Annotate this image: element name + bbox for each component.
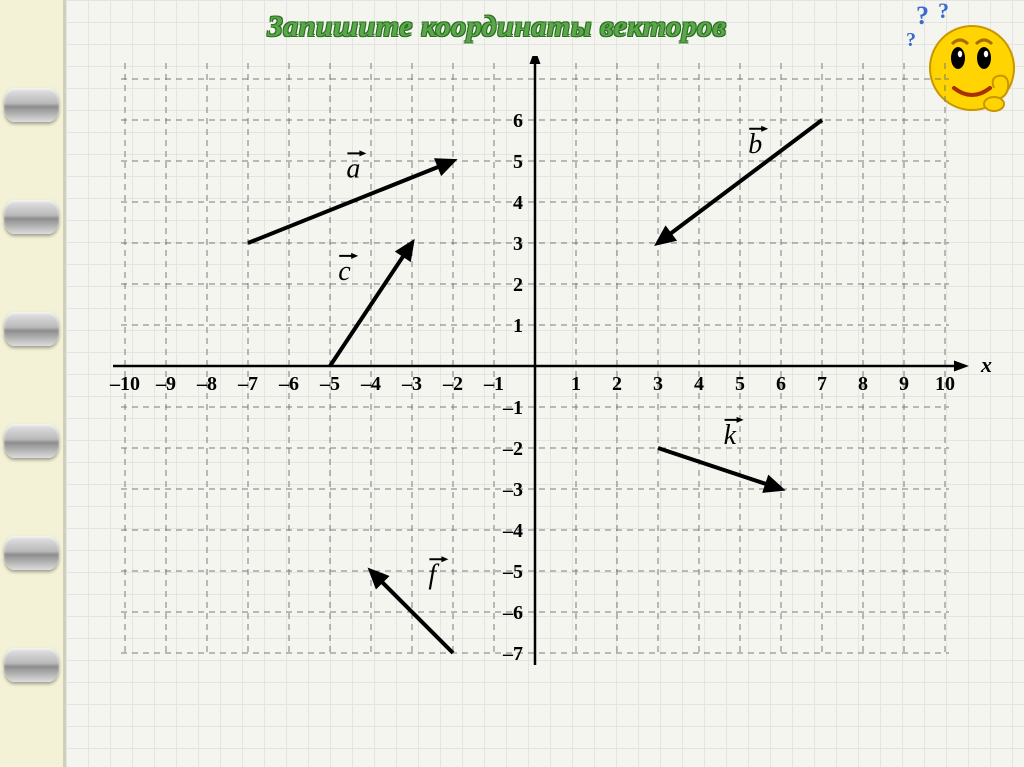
y-tick-label: 5 xyxy=(513,151,523,173)
x-tick-label: 8 xyxy=(858,373,868,395)
vector-c-label: c xyxy=(338,256,351,287)
x-tick-label: 6 xyxy=(776,373,786,395)
vector-chart: –10 –9 –8 –7 –6 –5 –4 –3 –2 –1 1 2 3 4 5 6 7 8 9 10 –7 –6 –5 –4… xyxy=(95,56,995,756)
x-tick-label: –2 xyxy=(442,373,463,395)
vector-c-label-arrow-head xyxy=(351,253,358,259)
x-tick-label: –4 xyxy=(360,373,381,395)
y-tick-label: 2 xyxy=(513,274,523,296)
x-tick-label: 3 xyxy=(653,373,663,395)
binder-ring xyxy=(4,200,59,234)
vector-f-label-arrow-head xyxy=(441,556,448,562)
x-tick-label: –7 xyxy=(237,373,258,395)
vector-k xyxy=(658,448,781,489)
binder-ring xyxy=(4,536,59,570)
y-tick-label: –5 xyxy=(502,561,523,583)
vector-a-head xyxy=(437,160,453,172)
y-tick-label: –2 xyxy=(502,438,523,460)
axis-arrow xyxy=(954,361,969,372)
y-tick-label: 6 xyxy=(513,110,523,132)
binder-ring xyxy=(4,312,59,346)
vector-k-head xyxy=(765,478,781,490)
vector-b-label-arrow-head xyxy=(761,126,768,132)
x-tick-label: 2 xyxy=(612,373,622,395)
vector-k-label: k xyxy=(724,420,737,451)
x-tick-label: –9 xyxy=(155,373,176,395)
y-tick-label: –6 xyxy=(502,602,523,624)
x-axis-label: x xyxy=(980,352,992,377)
x-tick-label: 7 xyxy=(817,373,827,395)
vector-b xyxy=(658,120,822,243)
x-tick-label: –1 xyxy=(483,373,504,395)
svg-text:?: ? xyxy=(906,29,916,51)
x-tick-label: –8 xyxy=(196,373,217,395)
y-tick-label: –7 xyxy=(502,643,523,665)
x-tick-label: –6 xyxy=(278,373,299,395)
binder-ring xyxy=(4,648,59,682)
x-tick-label: 4 xyxy=(694,373,704,395)
vector-c-head xyxy=(398,243,412,259)
svg-text:?: ? xyxy=(916,1,929,30)
x-tick-label: –3 xyxy=(401,373,422,395)
y-tick-label: 1 xyxy=(513,315,523,337)
vector-a-label: a xyxy=(346,153,360,184)
x-tick-label: 1 xyxy=(571,373,581,395)
x-tick-label: –5 xyxy=(319,373,340,395)
x-tick-label: 10 xyxy=(935,373,955,395)
vector-f-label: f xyxy=(428,559,439,590)
x-tick-label: –10 xyxy=(109,373,140,395)
y-tick-label: –1 xyxy=(502,397,523,419)
y-tick-label: 3 xyxy=(513,233,523,255)
x-tick-label: 9 xyxy=(899,373,909,395)
x-tick-label: 5 xyxy=(735,373,745,395)
y-tick-label: –4 xyxy=(502,520,523,542)
svg-text:?: ? xyxy=(938,0,949,23)
y-tick-label: –3 xyxy=(502,479,523,501)
binder-ring xyxy=(4,424,59,458)
vector-a-label-arrow-head xyxy=(359,150,366,156)
vector-b-label: b xyxy=(748,129,762,160)
page-title: Запишите координаты векторов xyxy=(90,10,904,44)
binder-ring xyxy=(4,88,59,122)
y-tick-label: 4 xyxy=(513,192,523,214)
axis-arrow xyxy=(530,56,541,64)
